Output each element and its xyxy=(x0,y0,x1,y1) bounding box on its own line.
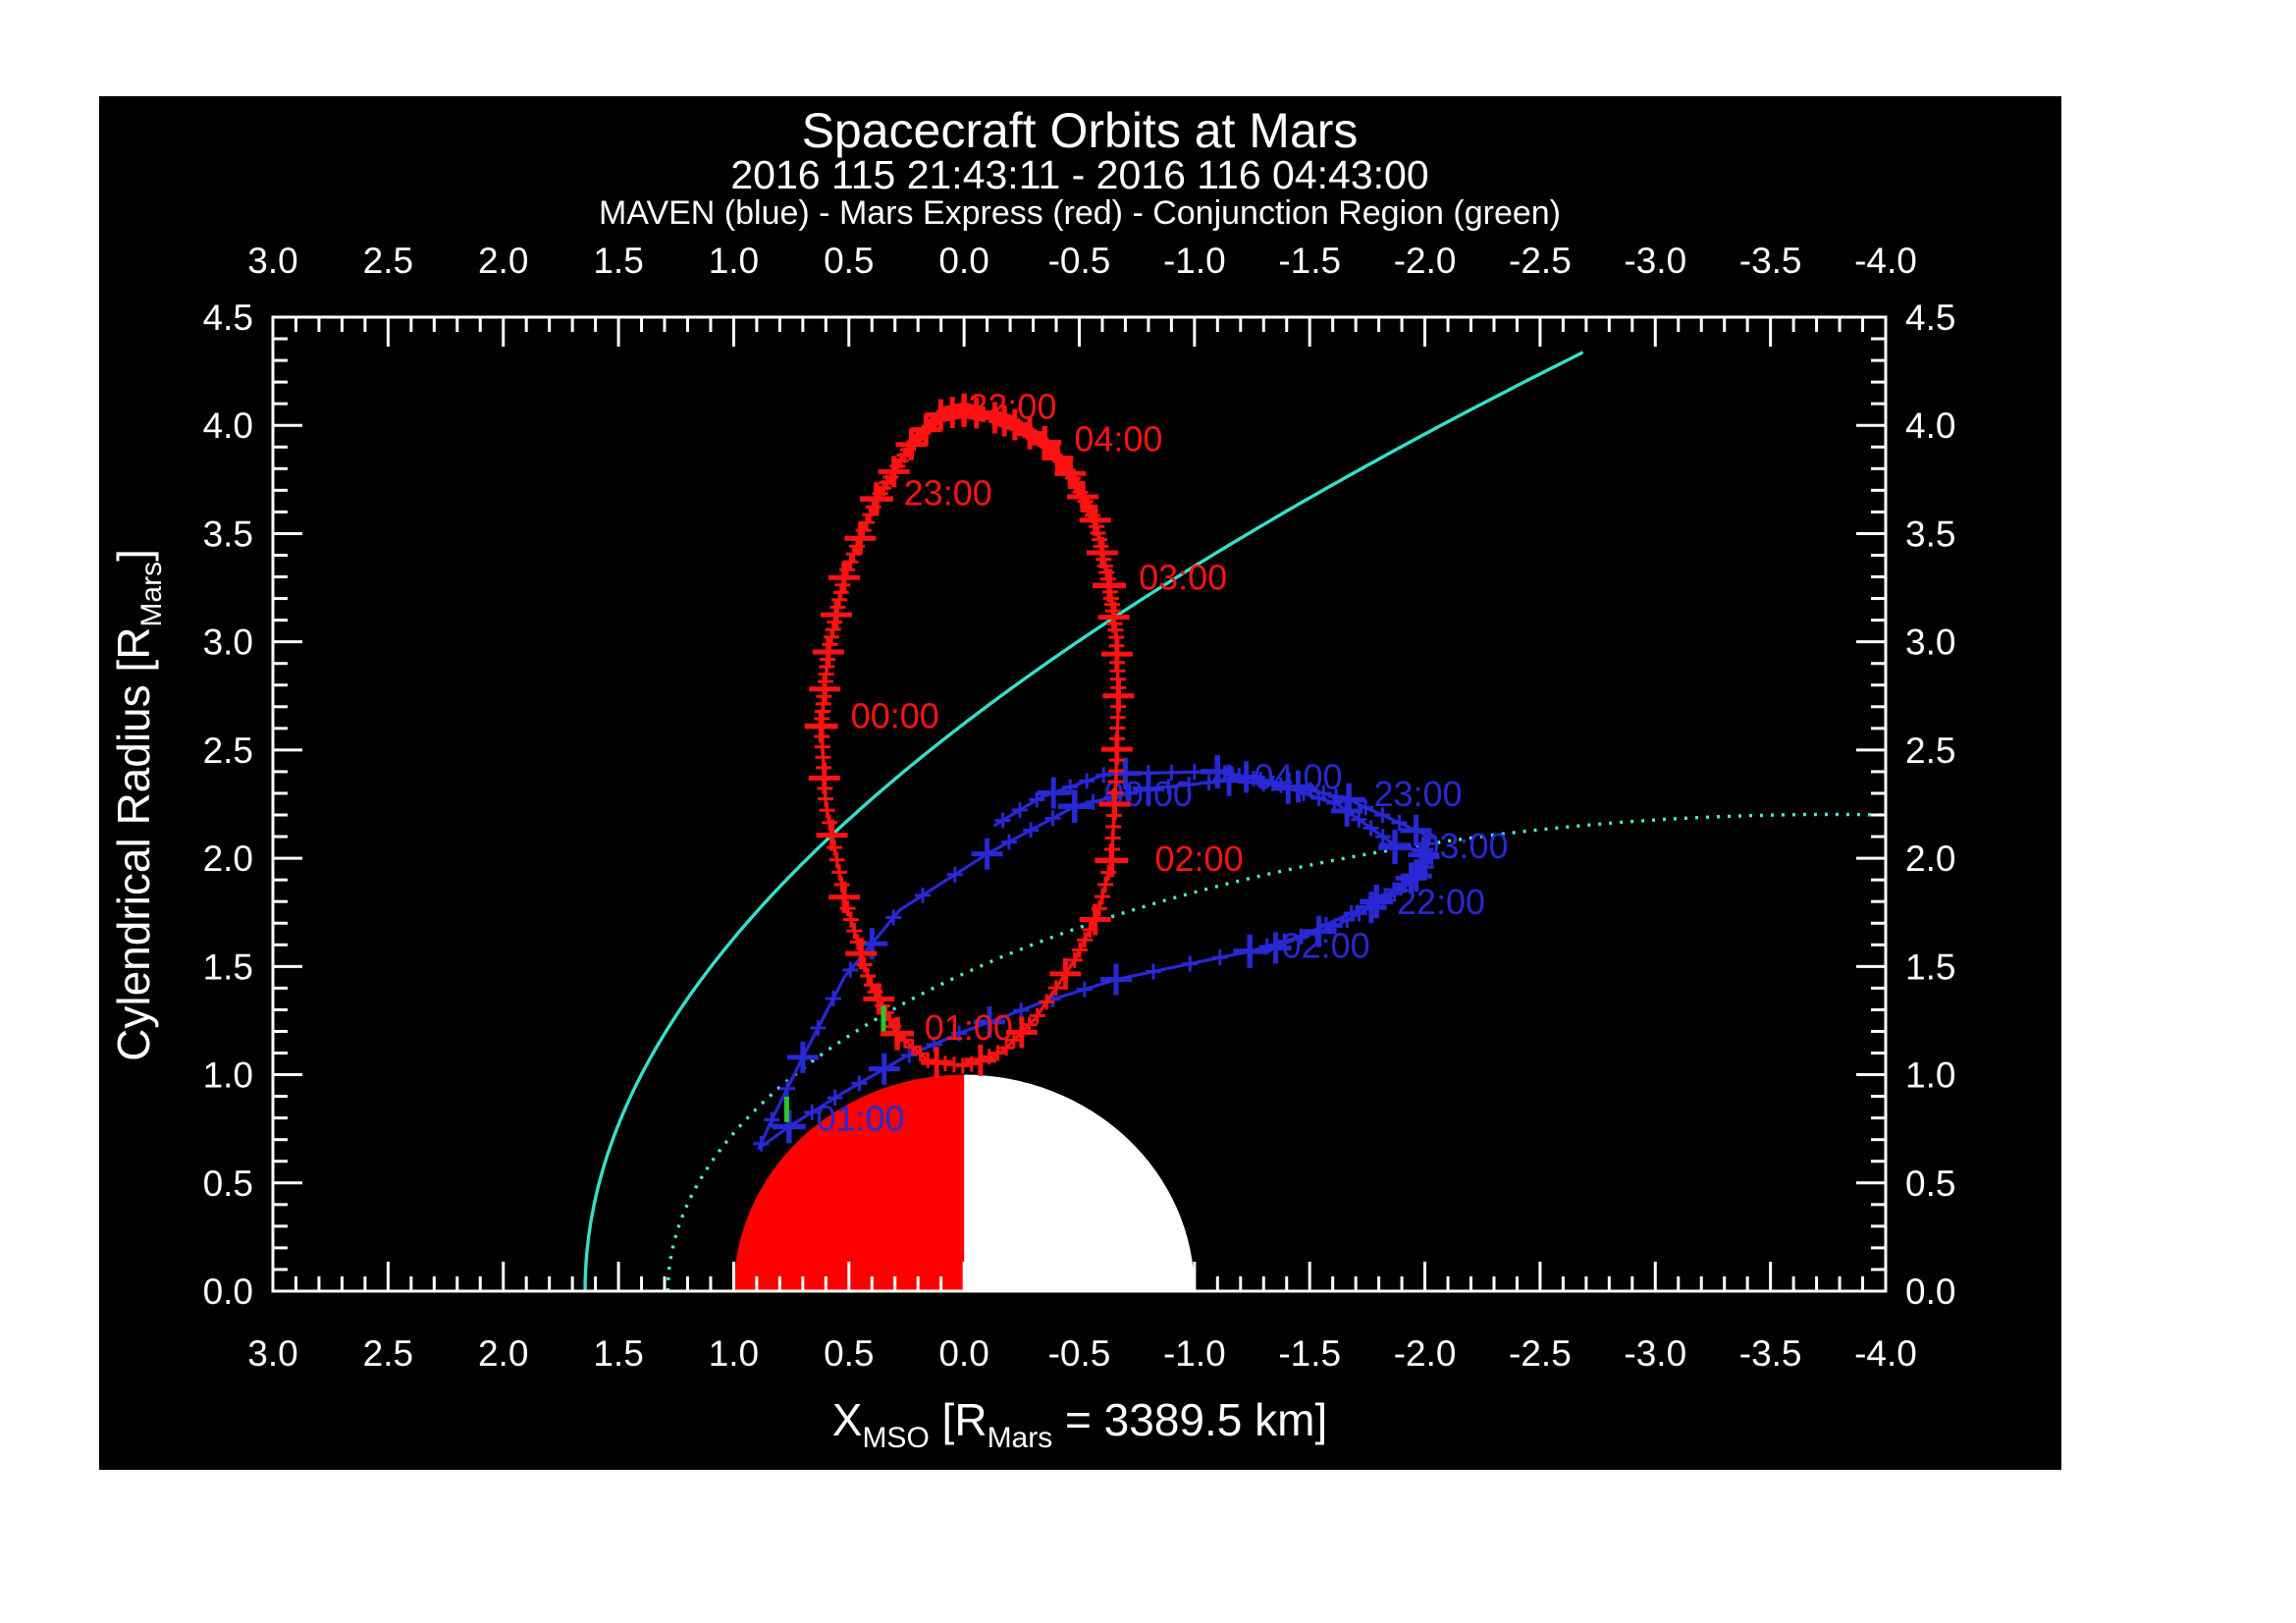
mars-nightside-half xyxy=(964,1074,1195,1291)
x-axis-title: XMSO [RMars = 3389.5 km] xyxy=(832,1394,1327,1454)
x-tick-label-top: -4.0 xyxy=(1854,241,1917,281)
maven-time-label: 22:00 xyxy=(1397,882,1485,922)
y-tick-label-left: 0.0 xyxy=(203,1271,253,1312)
y-tick-label-left: 0.5 xyxy=(203,1163,253,1204)
y-tick-label-left: 3.5 xyxy=(203,514,253,554)
y-tick-label-right: 3.5 xyxy=(1905,514,1955,554)
plot-title: Spacecraft Orbits at Mars xyxy=(802,103,1359,158)
mars-disk xyxy=(733,1074,1195,1291)
x-tick-label-top: -3.5 xyxy=(1739,241,1802,281)
y-tick-label-right: 3.0 xyxy=(1905,622,1955,663)
x-tick-label-top: 1.0 xyxy=(709,241,759,281)
x-tick-label-bottom: 0.5 xyxy=(824,1333,874,1374)
x-tick-label-top: -1.0 xyxy=(1163,241,1226,281)
x-tick-label-top: 1.5 xyxy=(593,241,643,281)
x-tick-label-top: 0.5 xyxy=(824,241,874,281)
maven-time-label: 01:00 xyxy=(816,1099,904,1139)
maven-time-label: 04:00 xyxy=(1254,756,1342,796)
bow-shock-curve xyxy=(583,351,1584,1291)
x-tick-label-top: -0.5 xyxy=(1048,241,1111,281)
y-tick-label-right: 2.0 xyxy=(1905,839,1955,879)
mars-express-time-label: 23:00 xyxy=(904,473,992,514)
x-tick-label-bottom: -2.0 xyxy=(1394,1333,1457,1374)
x-tick-label-top: -1.5 xyxy=(1278,241,1341,281)
x-tick-label-bottom: -0.5 xyxy=(1048,1333,1111,1374)
conjunction-region-marks xyxy=(783,1005,886,1122)
y-tick-label-right: 1.5 xyxy=(1905,947,1955,987)
x-tick-label-bottom: 2.5 xyxy=(363,1333,413,1374)
maven-time-label: 02:00 xyxy=(1282,925,1370,965)
axes: 3.0 3.0 2.5 2.5 2.0 2.0 1.5 1.5 1.0 1.0 0.5 0.5 0.0 0… xyxy=(203,241,1956,1374)
y-tick-label-left: 4.0 xyxy=(203,406,253,446)
x-tick-label-top: -2.0 xyxy=(1394,241,1457,281)
x-tick-label-bottom: 2.0 xyxy=(478,1333,528,1374)
x-tick-label-bottom: -3.5 xyxy=(1739,1333,1802,1374)
y-tick-label-right: 0.0 xyxy=(1905,1271,1955,1312)
mars-express-time-label: 00:00 xyxy=(851,696,939,736)
x-tick-label-bottom: 1.5 xyxy=(593,1333,643,1374)
x-tick-label-bottom: 1.0 xyxy=(709,1333,759,1374)
x-tick-label-top: -3.0 xyxy=(1624,241,1686,281)
x-tick-label-bottom: -2.5 xyxy=(1509,1333,1572,1374)
y-tick-label-left: 1.5 xyxy=(203,947,253,987)
mars-express-time-label: 22:00 xyxy=(968,386,1056,426)
mars-express-time-label: 01:00 xyxy=(925,1007,1013,1048)
y-tick-label-right: 4.5 xyxy=(1905,298,1955,338)
y-tick-label-right: 2.5 xyxy=(1905,730,1955,771)
mars-express-orbit: 22:00 23:00 00:00 01:00 02:00 03:00 04:00 xyxy=(804,386,1244,1079)
x-tick-label-top: 0.0 xyxy=(938,241,988,281)
mars-dayside-half xyxy=(733,1074,965,1291)
y-tick-label-right: 0.5 xyxy=(1905,1163,1955,1204)
y-tick-label-left: 1.0 xyxy=(203,1055,253,1096)
x-tick-label-top: 2.0 xyxy=(478,241,528,281)
y-tick-label-right: 4.0 xyxy=(1905,406,1955,446)
y-tick-label-left: 4.5 xyxy=(203,298,253,338)
maven-time-label: 03:00 xyxy=(1419,826,1508,866)
x-tick-label-bottom: -3.0 xyxy=(1624,1333,1686,1374)
y-tick-label-left: 3.0 xyxy=(203,622,253,663)
x-tick-label-bottom: -1.5 xyxy=(1278,1333,1341,1374)
y-axis-title: Cylendrical Radius [RMars] xyxy=(108,549,168,1061)
x-tick-label-top: 3.0 xyxy=(247,241,297,281)
y-tick-label-left: 2.0 xyxy=(203,839,253,879)
x-tick-label-top: -2.5 xyxy=(1509,241,1572,281)
x-tick-label-bottom: -1.0 xyxy=(1163,1333,1226,1374)
y-tick-label-left: 2.5 xyxy=(203,730,253,771)
y-tick-label-right: 1.0 xyxy=(1905,1055,1955,1096)
mars-express-time-label: 02:00 xyxy=(1155,839,1244,879)
maven-time-label: 23:00 xyxy=(1373,774,1462,814)
mars-express-time-label: 04:00 xyxy=(1074,418,1162,459)
plot-legend-line: MAVEN (blue) - Mars Express (red) - Conj… xyxy=(599,194,1561,232)
plot-subtitle-timerange: 2016 115 21:43:11 - 2016 116 04:43:00 xyxy=(730,152,1428,197)
x-tick-label-bottom: 3.0 xyxy=(247,1333,297,1374)
x-tick-label-top: 2.5 xyxy=(363,241,413,281)
mars-express-time-label: 03:00 xyxy=(1139,558,1227,598)
x-tick-label-bottom: -4.0 xyxy=(1854,1333,1917,1374)
x-tick-label-bottom: 0.0 xyxy=(938,1333,988,1374)
